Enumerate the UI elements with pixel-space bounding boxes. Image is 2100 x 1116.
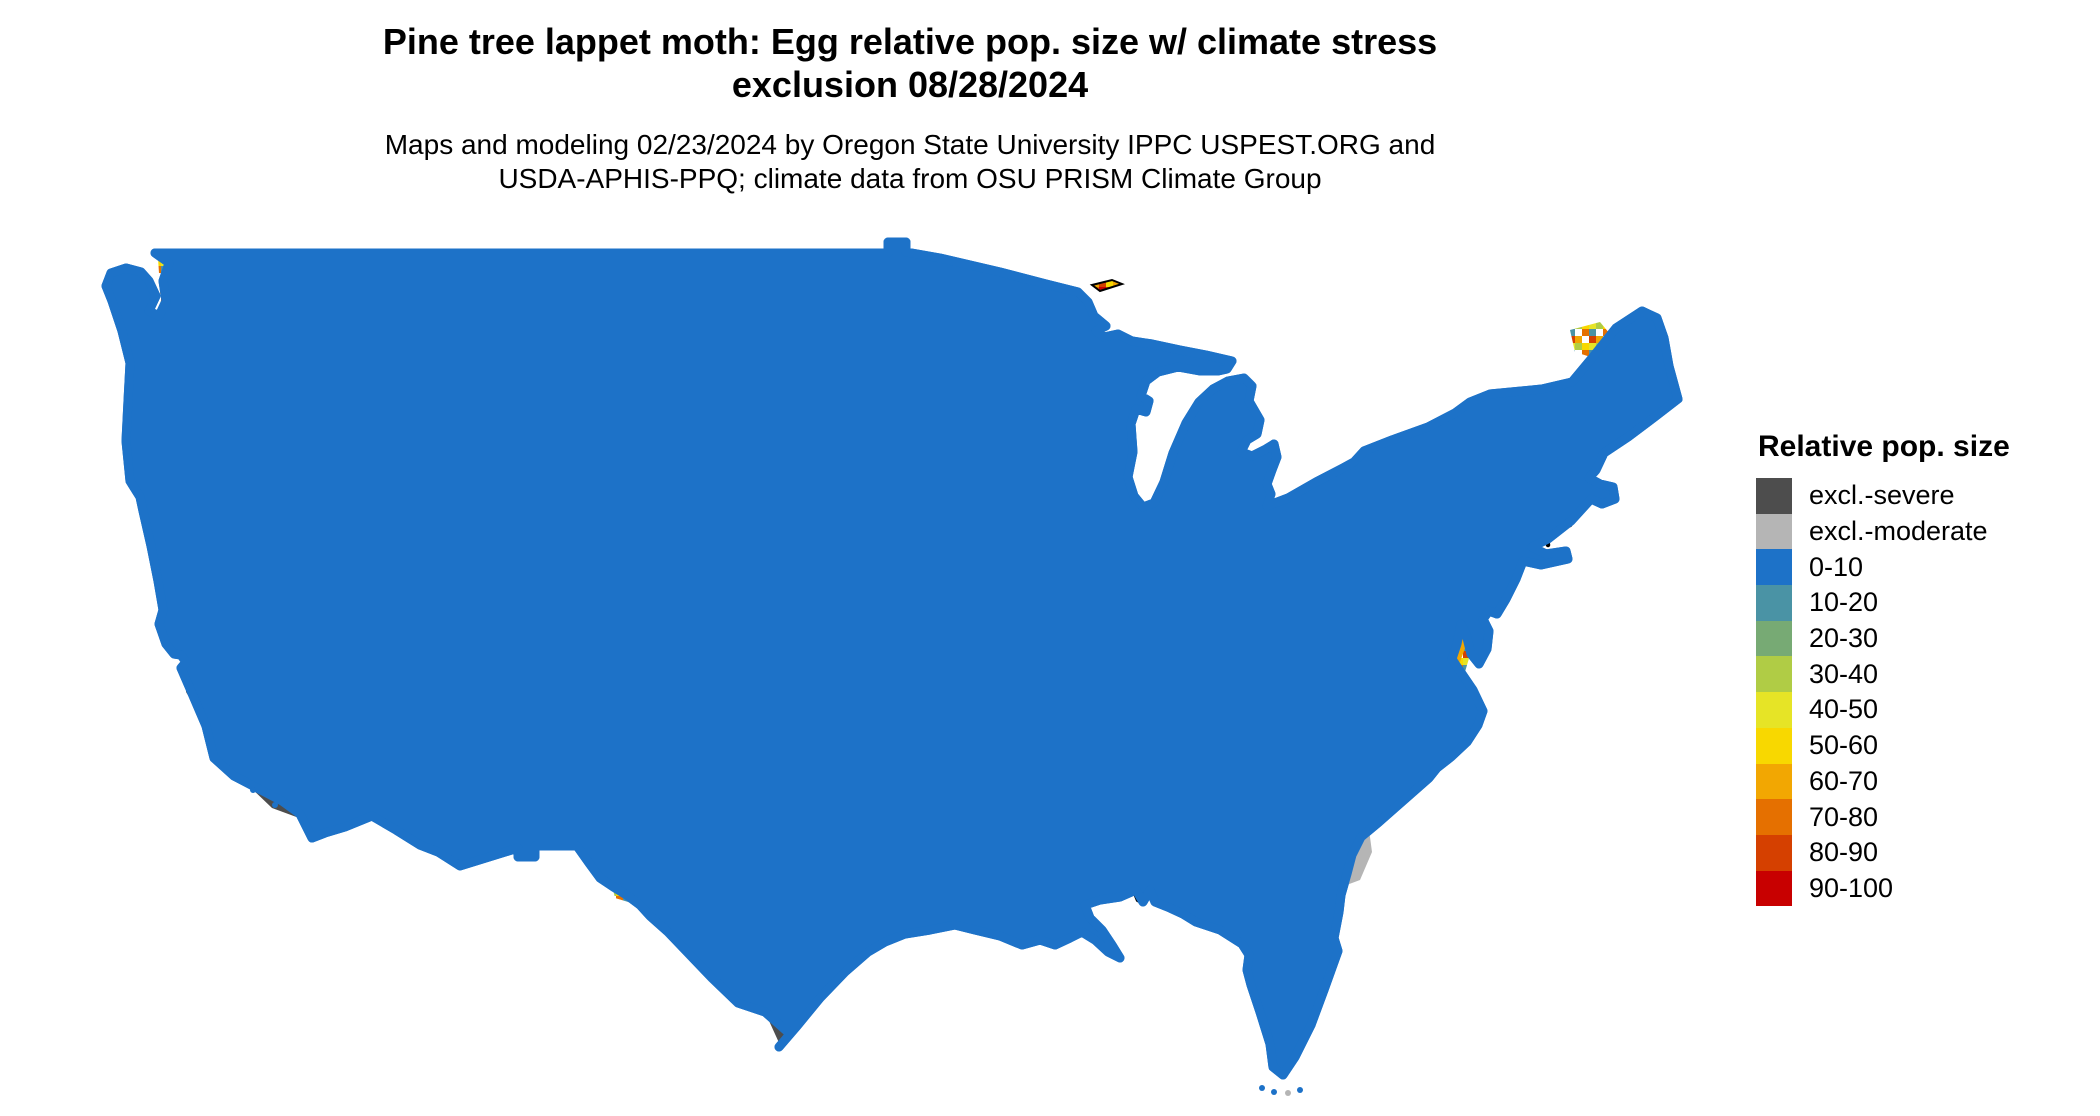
legend-item: excl.-severe	[1756, 478, 2086, 514]
legend-item-label: excl.-moderate	[1809, 516, 1988, 547]
legend-title: Relative pop. size	[1758, 430, 2010, 463]
legend-item: 60-70	[1756, 763, 2086, 800]
legend-item: 50-60	[1756, 727, 2086, 764]
legend-color-swatch	[1756, 727, 1792, 764]
page-title: Pine tree lappet moth: Egg relative pop.…	[0, 20, 1820, 106]
legend-color-swatch	[1756, 799, 1792, 835]
legend-item: 80-90	[1756, 834, 2086, 871]
legend-item-label: 70-80	[1809, 801, 1879, 832]
legend-item: 20-30	[1756, 620, 2086, 657]
legend-color-swatch	[1756, 834, 1792, 871]
subtitle-line-2: USDA-APHIS-PPQ; climate data from OSU PR…	[498, 163, 1322, 194]
legend-rows: excl.-severe excl.-moderate 0-10 10-20 2…	[1756, 478, 2086, 907]
map-islands	[250, 278, 1303, 1096]
legend-color-swatch	[1756, 870, 1792, 907]
legend-item: 30-40	[1756, 656, 2086, 693]
map-coastline	[106, 242, 1678, 1075]
legend-item-label: 80-90	[1809, 837, 1879, 868]
legend-item-label: excl.-severe	[1809, 480, 1955, 511]
legend-color-swatch	[1756, 692, 1792, 728]
legend-color-swatch	[1756, 478, 1792, 514]
legend-color-swatch	[1756, 656, 1792, 693]
legend-color-swatch	[1756, 549, 1792, 586]
legend-item: 70-80	[1756, 799, 2086, 835]
legend-item-label: 20-30	[1809, 623, 1879, 654]
legend-item-label: 60-70	[1809, 765, 1879, 796]
legend-item-label: 90-100	[1809, 872, 1894, 903]
legend-item: 0-10	[1756, 549, 2086, 586]
title-line-2: exclusion 08/28/2024	[731, 64, 1089, 105]
legend-item: excl.-moderate	[1756, 513, 2086, 550]
legend-item-label: 30-40	[1809, 658, 1879, 689]
legend-item-label: 40-50	[1809, 694, 1879, 725]
legend-color-swatch	[1756, 620, 1792, 657]
legend-color-swatch	[1756, 513, 1792, 550]
title-line-1: Pine tree lappet moth: Egg relative pop.…	[382, 21, 1438, 62]
legend: Relative pop. size excl.-severe excl.-mo…	[1756, 430, 2086, 907]
legend-color-swatch	[1756, 763, 1792, 800]
legend-color-swatch	[1756, 585, 1792, 621]
legend-item: 40-50	[1756, 692, 2086, 728]
legend-item: 90-100	[1756, 870, 2086, 907]
legend-item-label: 10-20	[1809, 587, 1879, 618]
legend-item: 10-20	[1756, 585, 2086, 621]
legend-item-label: 50-60	[1809, 730, 1879, 761]
legend-item-label: 0-10	[1809, 551, 1864, 582]
subtitle-line-1: Maps and modeling 02/23/2024 by Oregon S…	[384, 129, 1436, 160]
page-subtitle: Maps and modeling 02/23/2024 by Oregon S…	[0, 128, 1820, 196]
